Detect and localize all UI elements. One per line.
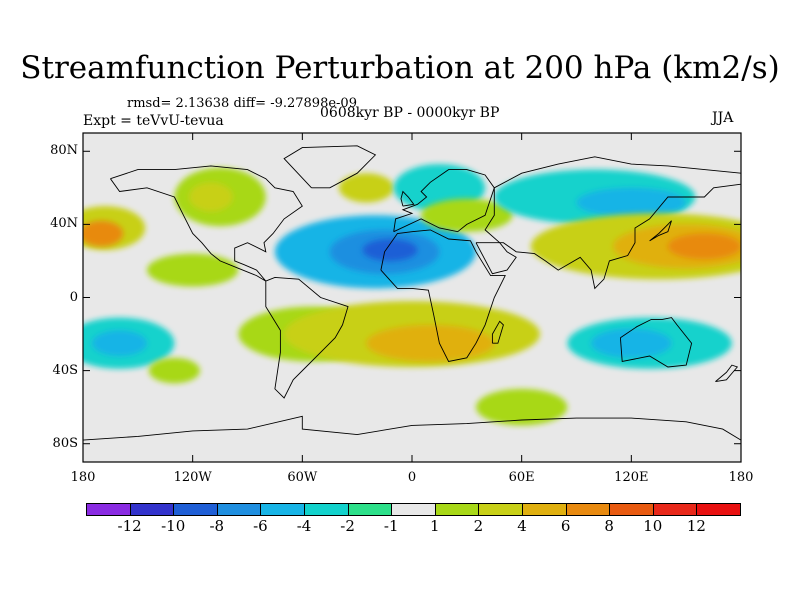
colorbar-swatch [391, 503, 436, 516]
coastline-africa [380, 229, 506, 363]
colorbar-label: 2 [473, 517, 484, 535]
colorbar-label: -6 [253, 517, 268, 535]
coastline-greenland [283, 145, 377, 189]
experiment-label: Expt = teVvU-tevua [83, 113, 224, 129]
blob-asia-high-core [667, 233, 741, 260]
colorbar-swatch [260, 503, 305, 516]
blob-europe-green [421, 198, 513, 232]
coastline-madagascar [491, 320, 504, 344]
coastline-asia [484, 156, 741, 290]
coastline-new-zealand [715, 364, 739, 383]
blob-e-pacific-green [146, 253, 239, 287]
colorbar-swatch [129, 503, 175, 516]
colorbar-label: -10 [161, 517, 186, 535]
colorbar-label: -4 [296, 517, 312, 535]
y-tick-label: 0 [69, 289, 78, 305]
axis-ticks [82, 133, 742, 462]
blob-n-america-core [189, 182, 233, 212]
colorbar-swatch [696, 503, 741, 516]
page-title: Streamfunction Perturbation at 200 hPa (… [20, 50, 780, 86]
colorbar-swatch [304, 503, 349, 516]
blob-s-ocean-green [475, 388, 568, 426]
colorbar-swatch [522, 503, 567, 516]
colorbar-swatch [652, 503, 698, 516]
blob-greenland [338, 173, 394, 203]
blob-s-atlantic-band-core [366, 324, 495, 362]
blob-australia-blue-core [591, 328, 672, 358]
colorbar-label: 10 [643, 517, 663, 535]
blob-atlantic-low-core [362, 239, 418, 261]
colorbar-label: -2 [340, 517, 355, 535]
x-tick-label: 120E [614, 470, 649, 485]
coastline-japan [649, 220, 672, 242]
x-tick-label: 60W [287, 470, 318, 485]
coastline-australia [619, 317, 693, 368]
colorbar-label: 4 [517, 517, 527, 535]
rmsd-stats: rmsd= 2.13638 diff= -9.27898e-09 [127, 96, 357, 111]
x-tick-label: 60E [508, 470, 535, 485]
colorbar-label: 1 [430, 517, 440, 535]
colorbar-swatch [216, 503, 262, 516]
colorbar-label: -1 [383, 517, 399, 535]
coastline-europe [393, 169, 495, 233]
blob-n-pacific-west-core [83, 220, 124, 247]
coastlines [83, 145, 741, 441]
colorbar-label: 12 [686, 517, 706, 535]
coastline-north-america [110, 165, 303, 282]
y-tick-label: 40N [50, 216, 78, 232]
colorbar-swatch [173, 503, 218, 516]
colorbar-label: -8 [209, 517, 225, 535]
colorbar-swatch [347, 503, 393, 516]
colorbar-label: -12 [117, 517, 142, 535]
y-tick-label: 80S [52, 435, 78, 451]
coastline-uk [400, 190, 415, 207]
colorbar-label: 8 [604, 517, 614, 535]
colorbar-swatch [86, 503, 131, 516]
blob-s-pacific-blue-core [92, 330, 147, 356]
season-label: JJA [712, 110, 734, 126]
colorbar-label: 6 [560, 517, 571, 535]
coastline-south-america [265, 276, 349, 399]
period-label: 0608kyr BP - 0000kyr BP [320, 105, 500, 121]
colorbar-swatch [478, 503, 523, 516]
x-tick-label: 180 [70, 470, 96, 485]
x-tick-label: 120W [173, 470, 212, 485]
blob-n-asia-blue-core [576, 187, 687, 218]
x-tick-label: 180 [728, 470, 754, 485]
colorbar-swatch [434, 503, 480, 516]
y-tick-label: 80N [50, 143, 78, 159]
colorbar-swatch [565, 503, 611, 516]
blob-s-pacific-small [148, 357, 200, 384]
coastline-arabia [475, 242, 517, 275]
coastline-antarctica [83, 415, 741, 441]
colorbar-swatch [609, 503, 654, 516]
x-tick-label: 0 [407, 470, 417, 485]
y-tick-label: 40S [52, 362, 78, 378]
